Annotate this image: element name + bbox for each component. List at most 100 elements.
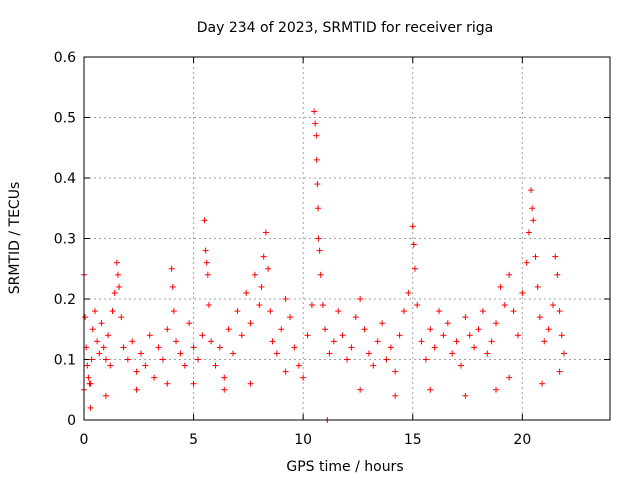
data-point <box>202 247 209 254</box>
data-point <box>405 289 412 296</box>
data-point <box>173 338 180 345</box>
data-point <box>94 338 101 345</box>
ticks: 0 0.1 0.2 0.3 0.4 0.5 0.6 0 5 10 15 20 <box>54 50 610 448</box>
data-point <box>105 332 112 339</box>
data-point <box>319 302 326 309</box>
grid <box>84 57 610 420</box>
data-point <box>466 332 473 339</box>
data-point <box>493 320 500 327</box>
data-point <box>114 271 121 278</box>
x-tick-label: 0 <box>80 432 89 448</box>
data-point <box>159 356 166 363</box>
data-point <box>313 156 320 163</box>
data-point <box>396 332 403 339</box>
data-point <box>316 247 323 254</box>
data-point <box>514 332 521 339</box>
data-point <box>221 374 228 381</box>
data-point <box>177 350 184 357</box>
data-point <box>273 350 280 357</box>
data-point <box>322 326 329 333</box>
data-point <box>265 265 272 272</box>
data-point <box>238 332 245 339</box>
data-point <box>314 181 321 188</box>
data-point <box>262 229 269 236</box>
data-point <box>400 308 407 315</box>
data-point <box>519 289 526 296</box>
data-point <box>506 374 513 381</box>
data-point <box>392 392 399 399</box>
data-point <box>357 386 364 393</box>
data-point <box>88 356 95 363</box>
data-point <box>230 350 237 357</box>
data-point <box>164 380 171 387</box>
data-point <box>247 320 254 327</box>
data-point <box>181 362 188 369</box>
data-point <box>258 283 265 290</box>
x-tick-label: 5 <box>189 432 198 448</box>
data-point <box>313 132 320 139</box>
data-point <box>194 356 201 363</box>
data-point <box>124 356 131 363</box>
data-point <box>315 235 322 242</box>
data-point <box>311 108 318 115</box>
x-axis-label: GPS time / hours <box>286 459 403 475</box>
chart-title: Day 234 of 2023, SRMTID for receiver rig… <box>197 20 494 36</box>
y-tick-label: 0 <box>67 413 76 429</box>
data-point <box>392 368 399 375</box>
x-tick-label: 20 <box>513 432 531 448</box>
plot-frame <box>83 56 611 421</box>
data-point <box>234 308 241 315</box>
data-point <box>87 380 94 387</box>
data-point <box>82 314 89 321</box>
data-point <box>247 380 254 387</box>
data-point <box>269 338 276 345</box>
data-point <box>510 308 517 315</box>
data-point <box>528 187 535 194</box>
data-point <box>116 283 123 290</box>
data-point <box>85 374 92 381</box>
data-point <box>164 326 171 333</box>
data-point <box>91 308 98 315</box>
data-point <box>278 326 285 333</box>
x-tick-label: 15 <box>404 432 422 448</box>
data-point <box>422 356 429 363</box>
data-point <box>497 283 504 290</box>
data-point <box>169 283 176 290</box>
data-point <box>300 374 307 381</box>
data-point <box>304 332 311 339</box>
data-point <box>365 350 372 357</box>
data-point <box>146 332 153 339</box>
data-point <box>151 374 158 381</box>
y-tick-label: 0.3 <box>54 232 76 248</box>
y-tick-label: 0.4 <box>54 171 76 187</box>
data-point <box>287 314 294 321</box>
data-point <box>96 350 103 357</box>
data-point <box>204 271 211 278</box>
data-point <box>330 338 337 345</box>
data-point <box>102 356 109 363</box>
y-tick-label: 0.5 <box>54 111 76 127</box>
data-point <box>208 338 215 345</box>
data-point <box>440 332 447 339</box>
data-point <box>308 302 315 309</box>
y-tick-label: 0.6 <box>54 50 76 66</box>
data-point <box>475 326 482 333</box>
data-point <box>190 380 197 387</box>
data-point <box>260 253 267 260</box>
x-tick-label: 10 <box>294 432 312 448</box>
y-tick-label: 0.1 <box>54 353 76 369</box>
data-point <box>501 302 508 309</box>
data-point <box>374 338 381 345</box>
data-point <box>431 344 438 351</box>
data-point <box>410 241 417 248</box>
data-point <box>89 326 96 333</box>
data-point <box>312 120 319 127</box>
data-point <box>291 344 298 351</box>
data-point <box>532 253 539 260</box>
data-point <box>556 308 563 315</box>
data-point <box>256 302 263 309</box>
data-point <box>170 308 177 315</box>
data-point <box>523 259 530 266</box>
data-point <box>493 386 500 393</box>
data-point <box>418 338 425 345</box>
